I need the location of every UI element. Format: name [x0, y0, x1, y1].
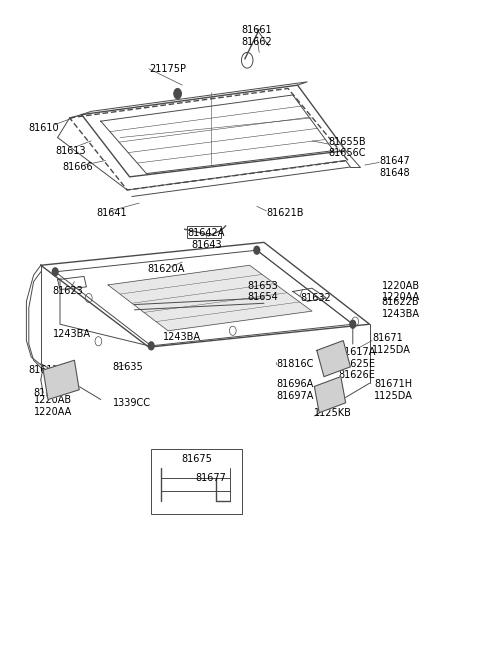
Text: 81631: 81631 [34, 388, 64, 398]
Polygon shape [314, 377, 346, 413]
Text: 81617A
81625E
81626E: 81617A 81625E 81626E [338, 347, 376, 380]
Text: 81632: 81632 [300, 293, 331, 303]
Text: 81816C: 81816C [276, 358, 313, 369]
Polygon shape [43, 360, 79, 400]
Text: 81642A
81643: 81642A 81643 [188, 229, 225, 250]
Text: 81635: 81635 [113, 362, 144, 372]
Text: 81620A: 81620A [147, 263, 184, 274]
Circle shape [254, 246, 260, 254]
Text: 81653
81654: 81653 81654 [247, 281, 278, 302]
Text: 21175P: 21175P [149, 64, 186, 74]
Polygon shape [317, 341, 350, 377]
Circle shape [52, 268, 58, 276]
Text: 81621B: 81621B [266, 208, 304, 218]
Text: 1220AB
1220AA: 1220AB 1220AA [34, 396, 72, 417]
Text: 1220AB
1220AA: 1220AB 1220AA [382, 281, 420, 302]
Text: 81623: 81623 [53, 286, 84, 297]
Text: 81610: 81610 [29, 122, 60, 133]
Circle shape [174, 88, 181, 99]
Text: 81622B
1243BA: 81622B 1243BA [382, 297, 420, 318]
Text: 81617B: 81617B [29, 365, 66, 375]
Text: 81675: 81675 [181, 453, 212, 464]
Circle shape [350, 320, 356, 328]
Text: 1243BA: 1243BA [53, 329, 91, 339]
Text: 81655B
81656C: 81655B 81656C [329, 137, 366, 158]
Bar [151, 449, 242, 514]
Text: 81661
81662: 81661 81662 [241, 26, 272, 47]
Text: 81671
1125DA: 81671 1125DA [372, 333, 411, 354]
Text: 81671H
1125DA: 81671H 1125DA [374, 379, 413, 400]
Bar [187, 226, 221, 238]
Text: 81613: 81613 [55, 145, 86, 156]
Text: 81677: 81677 [196, 473, 227, 483]
Text: 1125KB: 1125KB [314, 407, 352, 418]
Text: 81647
81648: 81647 81648 [379, 157, 410, 178]
Circle shape [148, 342, 154, 350]
Text: 1243BA: 1243BA [163, 332, 202, 343]
Text: 81641: 81641 [96, 208, 127, 218]
Polygon shape [108, 265, 312, 331]
Text: 81696A
81697A: 81696A 81697A [276, 379, 313, 400]
Text: 81666: 81666 [62, 162, 93, 172]
Text: 1339CC: 1339CC [113, 398, 151, 408]
